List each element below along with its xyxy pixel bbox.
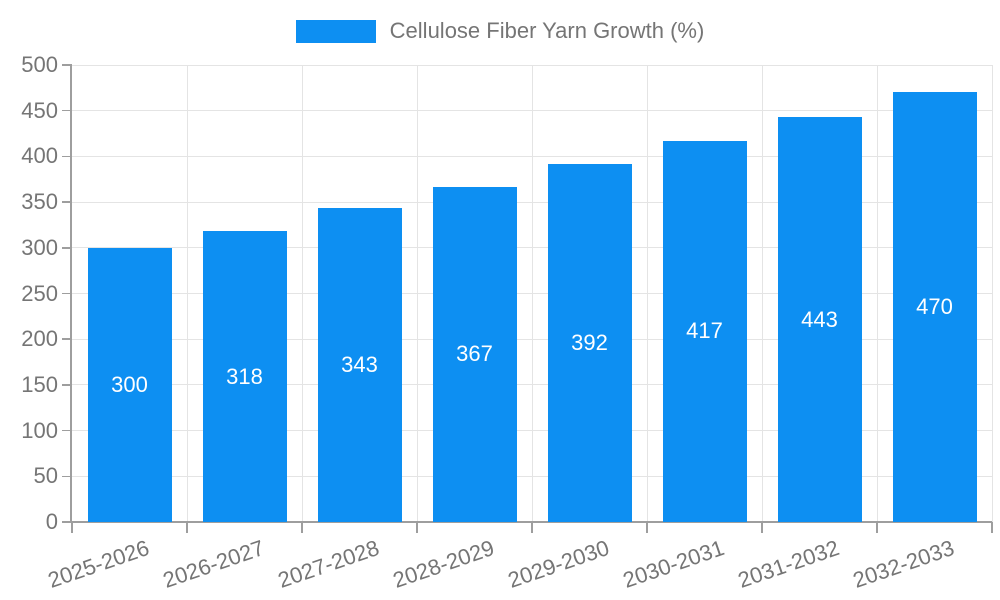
- x-tick: [876, 522, 878, 533]
- x-gridline: [876, 65, 878, 522]
- x-gridline: [646, 65, 648, 522]
- y-tick: [62, 338, 72, 340]
- x-axis-line: [62, 521, 992, 523]
- y-tick-label: 100: [21, 417, 58, 443]
- bar[interactable]: 392: [547, 163, 632, 522]
- bar[interactable]: 367: [432, 186, 517, 522]
- x-tick-label: 2026-2027: [160, 535, 268, 593]
- chart-legend[interactable]: Cellulose Fiber Yarn Growth (%): [0, 18, 1000, 44]
- bar[interactable]: 443: [777, 117, 862, 522]
- y-tick-label: 250: [21, 280, 58, 306]
- y-tick: [62, 64, 72, 66]
- y-tick: [62, 155, 72, 158]
- y-tick-label: 500: [21, 52, 58, 77]
- y-tick: [62, 475, 72, 478]
- y-tick: [62, 292, 72, 295]
- x-tick-label: 2029-2030: [505, 535, 613, 593]
- bar-value-label: 318: [226, 363, 263, 389]
- x-gridline: [991, 65, 993, 522]
- y-tick-label: 200: [21, 326, 58, 352]
- bar-value-label: 343: [341, 352, 378, 378]
- legend-label: Cellulose Fiber Yarn Growth (%): [389, 18, 705, 43]
- y-tick-label: 50: [33, 463, 58, 489]
- bar[interactable]: 300: [87, 247, 172, 522]
- y-tick-label: 450: [21, 97, 58, 123]
- y-tick-label: 150: [21, 371, 58, 397]
- y-tick: [62, 429, 72, 432]
- x-tick-label: 2031-2032: [735, 535, 843, 593]
- x-tick: [991, 522, 993, 533]
- x-tick-label: 2025-2026: [45, 535, 153, 593]
- y-tick-label: 400: [21, 143, 58, 169]
- bar-value-label: 392: [571, 329, 608, 355]
- x-tick: [186, 522, 188, 533]
- bar-value-label: 443: [801, 306, 838, 332]
- x-tick: [416, 522, 418, 533]
- x-tick: [531, 522, 533, 533]
- legend-swatch-icon: [295, 19, 376, 43]
- x-tick: [761, 522, 763, 533]
- y-tick-label: 350: [21, 189, 58, 215]
- x-tick-label: 2030-2031: [620, 535, 728, 593]
- y-tick-label: 0: [45, 509, 58, 534]
- bar[interactable]: 343: [317, 208, 402, 522]
- bar[interactable]: 417: [662, 140, 747, 522]
- bar[interactable]: 470: [892, 92, 977, 522]
- bar-value-label: 367: [456, 341, 493, 367]
- x-tick: [71, 522, 73, 533]
- x-gridline: [301, 65, 303, 522]
- y-tick: [62, 384, 72, 386]
- y-tick: [62, 201, 72, 203]
- y-tick: [62, 247, 72, 249]
- y-tick-label: 300: [21, 234, 58, 260]
- x-tick-label: 2032-2033: [850, 535, 958, 593]
- y-axis-line: [70, 65, 72, 522]
- bar-value-label: 417: [686, 318, 723, 344]
- y-tick: [62, 109, 72, 112]
- x-tick-label: 2028-2029: [390, 535, 498, 593]
- x-gridline: [531, 65, 533, 522]
- bar-value-label: 300: [111, 371, 148, 397]
- x-gridline: [186, 65, 188, 522]
- x-tick: [646, 522, 648, 533]
- x-tick: [301, 522, 303, 533]
- x-tick-label: 2027-2028: [275, 535, 383, 593]
- x-gridline: [761, 65, 763, 522]
- x-gridline: [416, 65, 418, 522]
- bar[interactable]: 318: [202, 231, 287, 522]
- bar-value-label: 470: [916, 294, 953, 320]
